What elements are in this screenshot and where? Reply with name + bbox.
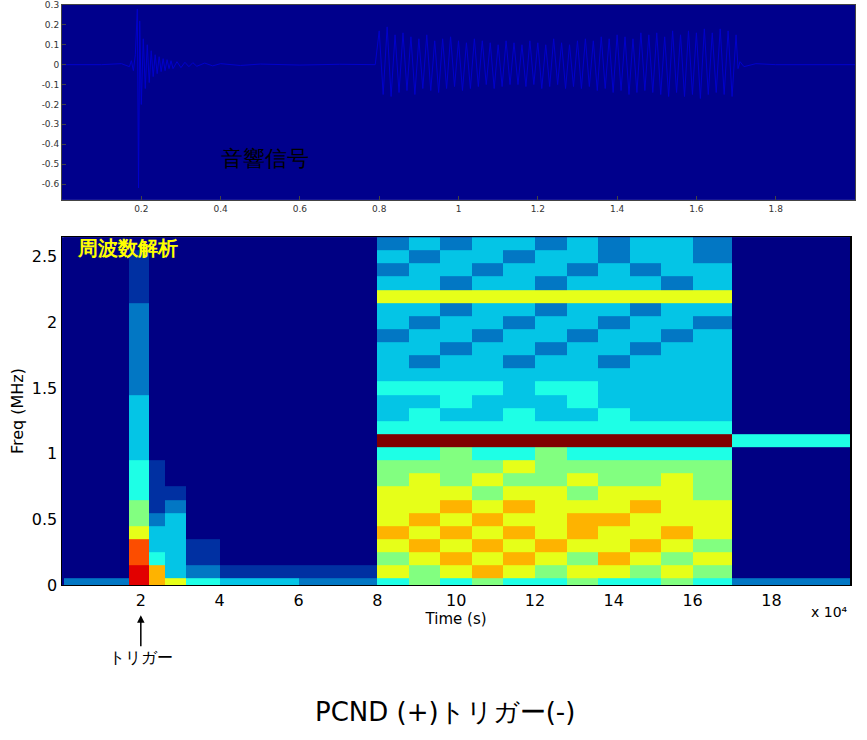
svg-text:-0.1: -0.1 <box>42 80 60 90</box>
svg-text:-0.2: -0.2 <box>42 100 60 110</box>
svg-text:PCND (+)トリガー(-): PCND (+)トリガー(-) <box>315 697 575 727</box>
svg-text:1.8: 1.8 <box>769 204 784 214</box>
svg-text:音響信号: 音響信号 <box>221 146 309 171</box>
svg-text:8: 8 <box>372 591 382 610</box>
svg-text:-0.4: -0.4 <box>42 139 60 149</box>
svg-text:2.5: 2.5 <box>32 247 57 266</box>
svg-text:1.5: 1.5 <box>32 379 57 398</box>
svg-text:0.8: 0.8 <box>372 204 387 214</box>
svg-text:0.6: 0.6 <box>293 204 308 214</box>
svg-text:4: 4 <box>215 591 225 610</box>
svg-text:0.2: 0.2 <box>134 204 148 214</box>
svg-text:1: 1 <box>47 444 57 463</box>
svg-text:周波数解析: 周波数解析 <box>77 236 178 260</box>
svg-text:14: 14 <box>604 591 624 610</box>
svg-text:1.4: 1.4 <box>610 204 625 214</box>
svg-text:12: 12 <box>525 591 545 610</box>
svg-text:0.3: 0.3 <box>45 0 59 10</box>
svg-text:16: 16 <box>682 591 702 610</box>
svg-text:Freq (MHz): Freq (MHz) <box>8 368 27 454</box>
svg-text:0.2: 0.2 <box>45 20 59 30</box>
svg-text:18: 18 <box>761 591 781 610</box>
svg-text:1.2: 1.2 <box>531 204 545 214</box>
svg-text:0.4: 0.4 <box>213 204 228 214</box>
svg-text:-0.5: -0.5 <box>42 159 60 169</box>
svg-text:0: 0 <box>47 576 57 595</box>
svg-text:10: 10 <box>446 591 466 610</box>
svg-text:Time (s): Time (s) <box>425 610 487 628</box>
svg-text:0.5: 0.5 <box>32 510 57 529</box>
svg-text:0: 0 <box>53 60 59 70</box>
svg-text:-0.3: -0.3 <box>42 119 60 129</box>
svg-text:6: 6 <box>293 591 303 610</box>
svg-text:2: 2 <box>136 591 146 610</box>
svg-text:2: 2 <box>47 313 57 332</box>
svg-text:0.1: 0.1 <box>45 40 59 50</box>
svg-text:トリガー: トリガー <box>109 648 173 667</box>
svg-text:1: 1 <box>456 204 462 214</box>
svg-text:x 10⁴: x 10⁴ <box>811 604 848 620</box>
svg-text:1.6: 1.6 <box>689 204 704 214</box>
svg-text:-0.6: -0.6 <box>42 179 60 189</box>
